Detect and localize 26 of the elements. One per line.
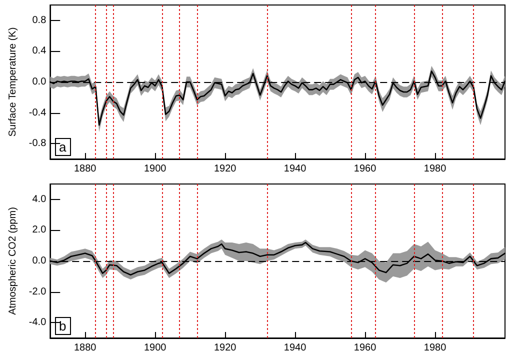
x-tick-label: 1940	[284, 164, 307, 174]
y-tick-label: 4.0	[32, 194, 47, 205]
annotation: b	[59, 318, 66, 334]
y-tick-label: 0.4	[32, 46, 47, 57]
y-tick-label: 0.0	[32, 256, 47, 266]
x-tick-label: 1980	[424, 342, 447, 354]
x-tick-label: 1880	[74, 342, 97, 354]
y-tick-label: 2.0	[32, 224, 47, 236]
y-tick-label: 0.8	[32, 14, 47, 26]
y-axis-title: Surface Temperature (K)	[8, 27, 18, 137]
x-tick-label: 1920	[214, 342, 237, 354]
x-tick-label: 1980	[424, 164, 447, 174]
y-axis-title: Atmospheric CO2 (ppm)	[8, 207, 18, 315]
x-tick-label: 1900	[144, 164, 167, 174]
y-tick-label: -2.0	[28, 286, 47, 298]
annotation: a	[59, 140, 67, 154]
y-tick-label: -0.8	[28, 138, 47, 150]
x-tick-label: 1900	[144, 342, 167, 354]
y-tick-label: 0.0	[32, 76, 47, 88]
y-tick-label: -4.0	[28, 317, 47, 328]
x-tick-label: 1960	[354, 342, 377, 354]
x-tick-label: 1920	[214, 164, 237, 174]
y-tick-label: -0.4	[28, 107, 47, 118]
x-tick-label: 1940	[284, 342, 307, 354]
x-tick-label: 1880	[74, 164, 97, 174]
x-tick-label: 1960	[354, 164, 377, 174]
